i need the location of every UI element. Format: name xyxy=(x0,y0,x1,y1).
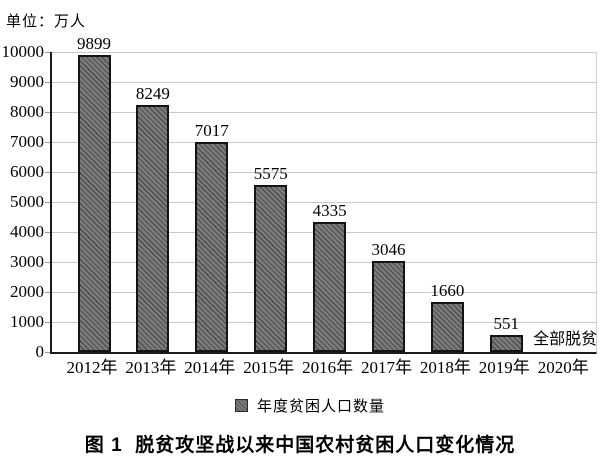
bar-2015年 xyxy=(254,184,288,352)
gridline xyxy=(52,52,596,53)
y-tick-mark xyxy=(45,172,50,173)
x-tick-label: 2019年 xyxy=(478,358,530,377)
y-tick-label: 8000 xyxy=(10,102,44,121)
unit-label: 单位：万人 xyxy=(6,14,87,30)
gridline xyxy=(52,172,596,173)
y-tick-mark xyxy=(45,82,50,83)
y-tick-mark xyxy=(45,202,50,203)
y-tick-label: 9000 xyxy=(10,72,44,91)
x-tick-label: 2012年 xyxy=(66,358,118,377)
gridline xyxy=(52,202,596,203)
y-tick-mark xyxy=(45,322,50,323)
y-tick-label: 6000 xyxy=(10,162,44,181)
bar-2017年 xyxy=(372,260,405,352)
y-tick-label: 10000 xyxy=(1,42,45,61)
y-tick-mark xyxy=(45,292,50,293)
plot-area: 9899 8249 7017 5575 4335 3046 1660 551 全部脱贫 xyxy=(50,35,598,354)
y-tick-label: 2000 xyxy=(10,282,44,301)
gridline xyxy=(52,112,596,113)
figure-caption: 图 1 脱贫攻坚战以来中国农村贫困人口变化情况 xyxy=(84,435,516,456)
bar-2014年 xyxy=(195,141,229,352)
legend: 年度贫困人口数量 xyxy=(0,395,600,416)
y-tick-label: 1000 xyxy=(10,312,44,331)
y-tick-mark xyxy=(45,52,50,53)
legend-label: 年度贫困人口数量 xyxy=(256,399,385,415)
bar-value-label: 8249 xyxy=(135,83,170,103)
x-tick-label: 2014年 xyxy=(184,358,236,377)
x-tick-label: 2015年 xyxy=(243,358,295,377)
y-tick-mark xyxy=(45,112,50,113)
x-tick-label: 2016年 xyxy=(302,358,354,377)
y-tick-label: 7000 xyxy=(10,132,44,151)
bar-value-label: 5575 xyxy=(253,163,288,183)
x-tick-label: 2013年 xyxy=(125,358,177,377)
legend-swatch-icon xyxy=(234,399,248,412)
bar-2012年 xyxy=(77,55,111,352)
gridline xyxy=(52,142,596,143)
bar-value-label: 7017 xyxy=(194,120,229,140)
bar-value-label: 1660 xyxy=(430,281,465,301)
bar-2018年 xyxy=(430,302,464,352)
bar-value-label: 3046 xyxy=(371,239,406,259)
gridline xyxy=(52,82,596,83)
bar-value-label: 9899 xyxy=(77,34,111,54)
x-tick-label: 2017年 xyxy=(361,358,412,377)
y-tick-mark xyxy=(45,232,50,233)
y-tick-mark xyxy=(45,262,50,263)
poverty-eliminated-annotation: 全部脱贫 xyxy=(533,331,598,348)
bar-value-label: 4335 xyxy=(312,200,347,220)
y-tick-label: 0 xyxy=(35,342,45,361)
x-tick-label: 2018年 xyxy=(419,358,471,377)
x-tick-label: 2020年 xyxy=(537,358,589,377)
y-tick-label: 4000 xyxy=(10,222,44,241)
bar-2013年 xyxy=(136,104,170,352)
y-tick-label: 3000 xyxy=(10,252,44,271)
bar-value-label: 551 xyxy=(493,314,520,334)
y-tick-mark xyxy=(45,142,50,143)
bar-2016年 xyxy=(313,221,347,352)
y-tick-mark xyxy=(45,352,50,353)
y-tick-label: 5000 xyxy=(10,192,44,211)
bar-2019年 xyxy=(489,335,523,352)
